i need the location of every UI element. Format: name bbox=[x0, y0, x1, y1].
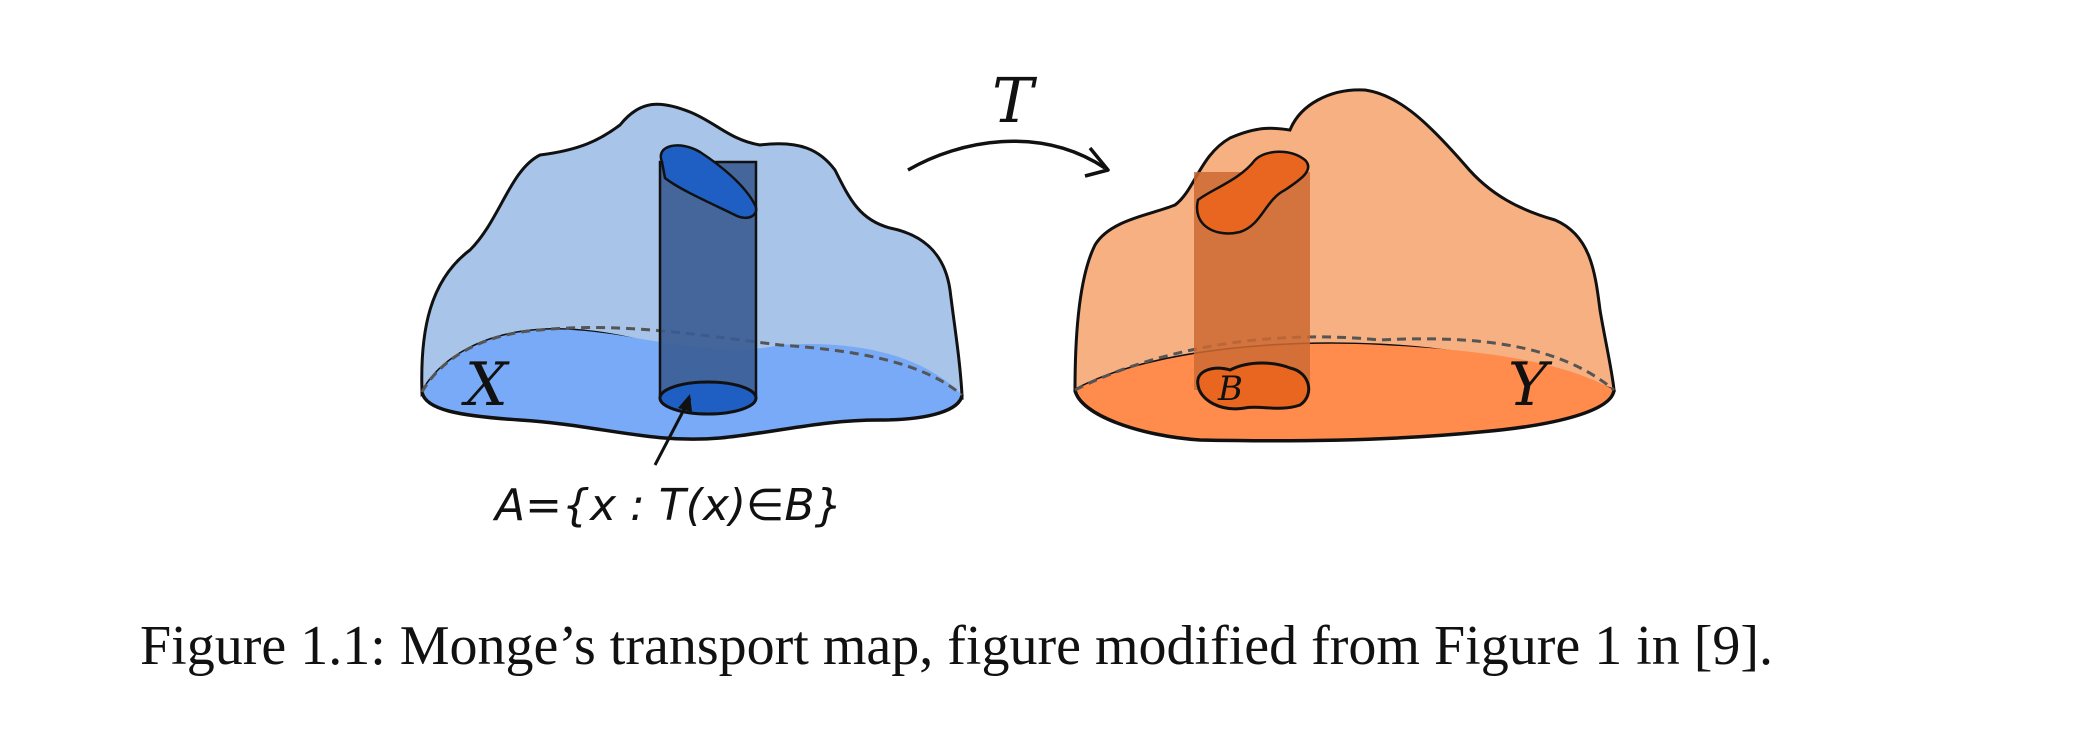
figure-caption: Figure 1.1: Monge’s transport map, figur… bbox=[140, 615, 1774, 677]
preimage-set-a bbox=[658, 380, 758, 416]
domain-label-x: X bbox=[461, 350, 510, 420]
source-measure-x bbox=[420, 102, 964, 441]
target-set-b bbox=[1196, 361, 1311, 411]
transport-map-arrow bbox=[907, 139, 1110, 178]
preimage-pointer-arrow bbox=[653, 394, 692, 466]
codomain-label-y: Y bbox=[1508, 350, 1553, 420]
preimage-top-blob bbox=[659, 144, 758, 220]
source-base-front-rim bbox=[420, 391, 964, 441]
preimage-label: A={x : T(x)∈B} bbox=[492, 480, 843, 531]
target-set-label-b: B bbox=[1217, 369, 1243, 409]
target-measure-y bbox=[1073, 88, 1616, 443]
target-base-front-rim bbox=[1073, 389, 1616, 443]
target-top-blob bbox=[1195, 150, 1310, 235]
map-label-t: T bbox=[992, 64, 1038, 137]
source-base-back-rim bbox=[420, 326, 963, 397]
target-base-back-rim bbox=[1074, 335, 1615, 392]
